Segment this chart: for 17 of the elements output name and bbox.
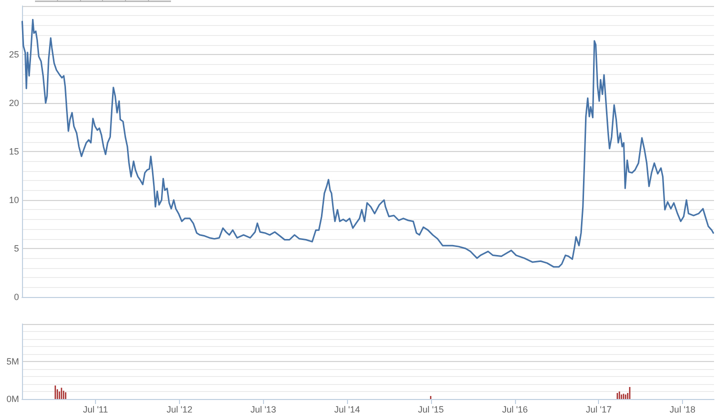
x-tick-label: Jul '17	[586, 404, 612, 414]
x-tick-label: Jul '16	[502, 404, 528, 414]
x-tick-label: Jul '15	[418, 404, 444, 414]
y-tick-label: 10	[8, 195, 19, 205]
y-tick-label: 25	[8, 50, 19, 60]
y-tick-label: 20	[8, 98, 19, 108]
x-tick-label: Jul '12	[166, 404, 192, 414]
y-tick-label: 15	[8, 146, 19, 156]
x-tick-label: Jul '14	[334, 404, 360, 414]
line-series	[21, 18, 714, 268]
y-tick-label: 0M	[6, 394, 19, 404]
y-tick-label: 0	[14, 292, 19, 302]
y-tick-label: 5	[14, 244, 19, 254]
x-tick-label: Jul '13	[250, 404, 276, 414]
y-tick-label: 5M	[6, 356, 19, 366]
x-tick-label: Jul '11	[82, 404, 108, 414]
x-tick-label: Jul '18	[670, 404, 696, 414]
